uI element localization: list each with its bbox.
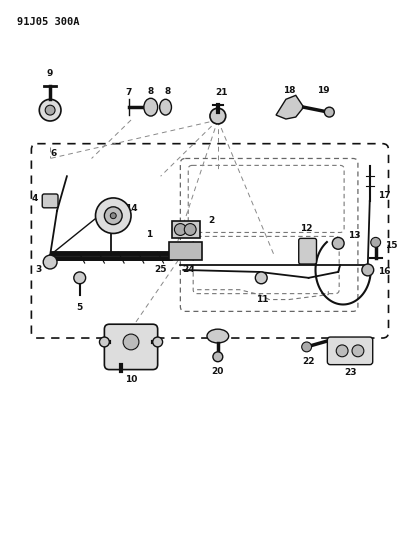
Text: 19: 19 (317, 86, 330, 95)
Text: 16: 16 (378, 268, 390, 277)
Text: 3: 3 (35, 265, 42, 274)
Circle shape (332, 237, 344, 249)
Circle shape (99, 337, 109, 347)
Circle shape (153, 337, 163, 347)
Circle shape (213, 352, 223, 362)
Text: 13: 13 (348, 231, 360, 240)
Text: 12: 12 (300, 224, 313, 233)
Circle shape (110, 213, 116, 219)
Circle shape (174, 223, 186, 236)
Text: 91J05 300A: 91J05 300A (16, 18, 79, 27)
FancyBboxPatch shape (104, 324, 158, 369)
Text: 22: 22 (302, 357, 315, 366)
Circle shape (123, 334, 139, 350)
Text: 20: 20 (212, 367, 224, 376)
Text: 9: 9 (47, 69, 53, 78)
Text: 6: 6 (51, 149, 57, 158)
Text: 8: 8 (164, 87, 171, 96)
Circle shape (362, 264, 374, 276)
Text: 1: 1 (146, 230, 152, 239)
Text: 21: 21 (215, 88, 228, 98)
Text: 24: 24 (182, 265, 194, 274)
Circle shape (184, 223, 196, 236)
Ellipse shape (144, 98, 158, 116)
Text: 11: 11 (256, 295, 269, 304)
Text: 2: 2 (208, 216, 214, 225)
Text: 18: 18 (283, 86, 295, 95)
Text: 10: 10 (125, 375, 137, 384)
Circle shape (96, 198, 131, 233)
Text: 15: 15 (384, 241, 397, 250)
FancyBboxPatch shape (299, 238, 316, 264)
Circle shape (45, 105, 55, 115)
Ellipse shape (207, 329, 229, 343)
Circle shape (255, 272, 267, 284)
Circle shape (352, 345, 364, 357)
FancyBboxPatch shape (328, 337, 373, 365)
Ellipse shape (159, 99, 171, 115)
Circle shape (74, 272, 86, 284)
Text: 23: 23 (344, 368, 356, 377)
Text: 14: 14 (125, 204, 138, 213)
Circle shape (39, 99, 61, 121)
Circle shape (104, 207, 122, 224)
FancyBboxPatch shape (169, 243, 202, 260)
Circle shape (371, 237, 381, 247)
Text: 17: 17 (378, 191, 390, 200)
Text: 4: 4 (31, 195, 37, 204)
Circle shape (210, 108, 226, 124)
Circle shape (324, 107, 334, 117)
FancyBboxPatch shape (42, 194, 58, 208)
FancyBboxPatch shape (173, 221, 200, 238)
Circle shape (302, 342, 311, 352)
Circle shape (43, 255, 57, 269)
Circle shape (336, 345, 348, 357)
Text: 5: 5 (77, 303, 83, 311)
Text: 8: 8 (147, 87, 154, 96)
Text: 7: 7 (126, 88, 132, 98)
Polygon shape (276, 95, 304, 119)
Text: 25: 25 (154, 265, 167, 274)
